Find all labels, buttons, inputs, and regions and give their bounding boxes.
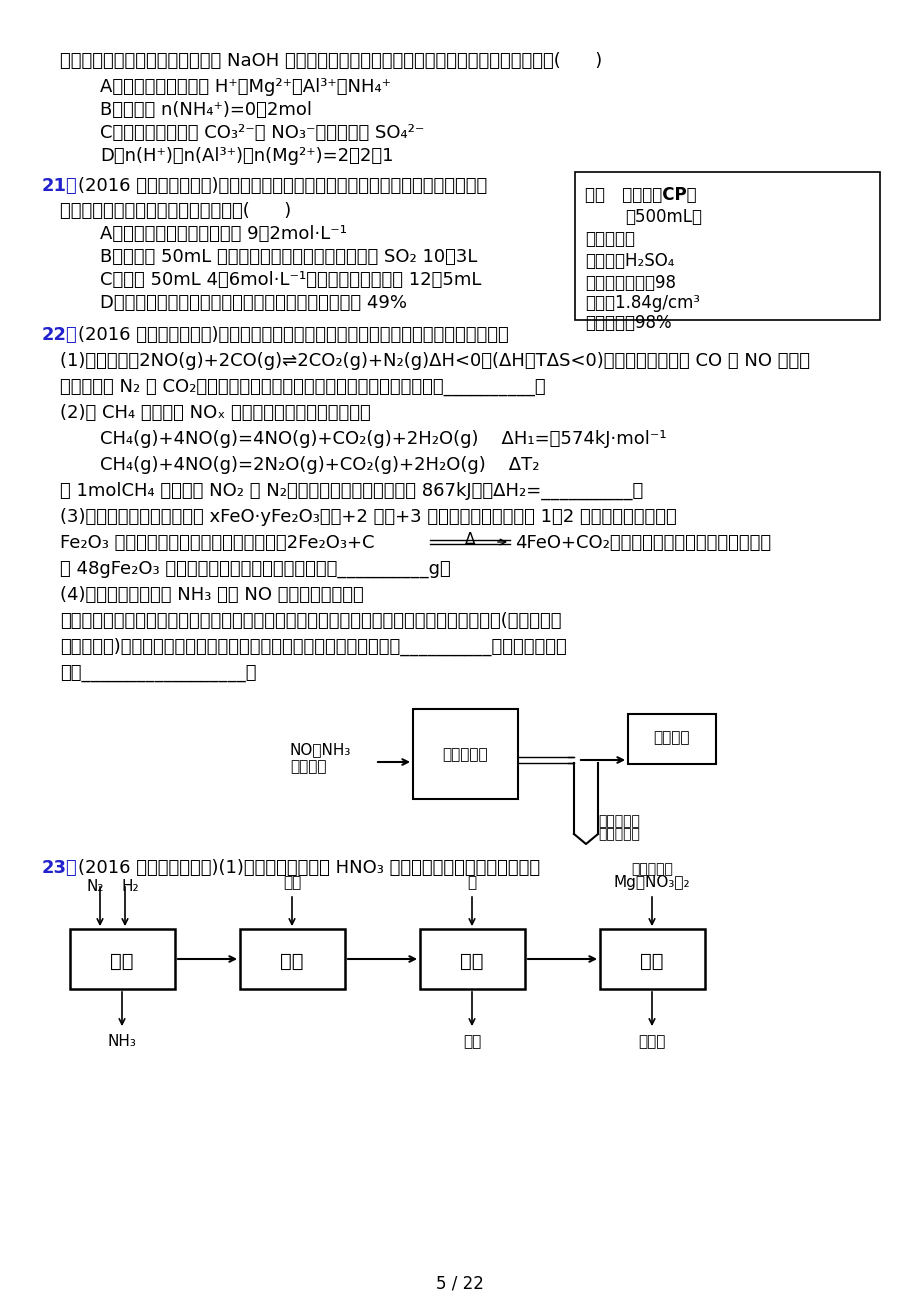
Text: 质量分数：98%: 质量分数：98% — [584, 314, 671, 332]
Text: 浓度均相同)。为比较不同催化剂的催化性能，需要测量并记录的数据是__________；尾气处理方法: 浓度均相同)。为比较不同催化剂的催化性能，需要测量并记录的数据是________… — [60, 638, 566, 656]
Text: 21．: 21． — [42, 177, 78, 195]
Text: NO，NH₃: NO，NH₃ — [289, 742, 351, 756]
Text: 蒸馏: 蒸馏 — [640, 952, 663, 970]
Text: 吸收: 吸收 — [460, 952, 483, 970]
Text: CH₄(g)+4NO(g)=4NO(g)+CO₂(g)+2H₂O(g)    ΔH₁=－574kJ·mol⁻¹: CH₄(g)+4NO(g)=4NO(g)+CO₂(g)+2H₂O(g) ΔH₁=… — [100, 430, 666, 448]
Text: C．溶液中一定不含 CO₃²⁻和 NO₃⁻，可能含有 SO₄²⁻: C．溶液中一定不含 CO₃²⁻和 NO₃⁻，可能含有 SO₄²⁻ — [100, 124, 424, 142]
Text: H₂: H₂ — [121, 879, 139, 894]
Text: 控制实验条件相同，催化反应器中装载不同的催化剂，将催化反应后的混合气体通过试管溶液(溶液体积、: 控制实验条件相同，催化反应器中装载不同的催化剂，将催化反应后的混合气体通过试管溶… — [60, 612, 561, 630]
Text: 化学式：H₂SO₄: 化学式：H₂SO₄ — [584, 253, 674, 270]
Text: 相对分子质量：98: 相对分子质量：98 — [584, 273, 675, 292]
Text: D．该硫酸与等体积的水混合所得溶液的质量分数小于 49%: D．该硫酸与等体积的水混合所得溶液的质量分数小于 49% — [100, 294, 406, 312]
Text: (1)根据反应：2NO(g)+2CO(g)⇌2CO₂(g)+N₂(g)ΔH<0，(ΔH－TΔS<0)因此汽车尾气中的 CO 和 NO 会自发: (1)根据反应：2NO(g)+2CO(g)⇌2CO₂(g)+N₂(g)ΔH<0，… — [60, 352, 809, 370]
Text: (2)用 CH₄ 催化还原 NOₓ 也可以消除氮氧化物的污染。: (2)用 CH₄ 催化还原 NOₓ 也可以消除氮氧化物的污染。 — [60, 404, 370, 422]
Text: (4)探究不同催化剂对 NH₃ 还原 NO 反应的催化性能。: (4)探究不同催化剂对 NH₃ 还原 NO 反应的催化性能。 — [60, 586, 363, 604]
Text: (2016 届山东淄博一中)(1)工业合成氨与制备 HNO₃ 一般可连续生产，其流程如下：: (2016 届山东淄博一中)(1)工业合成氨与制备 HNO₃ 一般可连续生产，其… — [78, 859, 539, 878]
Text: 混合气体: 混合气体 — [289, 759, 326, 773]
Text: 尾气: 尾气 — [462, 1034, 481, 1049]
Text: 地生成无毒 N₂ 和 CO₂，但实际上有毒气体仍大量逸散到空气中，原因是：__________。: 地生成无毒 N₂ 和 CO₂，但实际上有毒气体仍大量逸散到空气中，原因是：___… — [60, 378, 545, 396]
Text: 白色沉淀，且产生的沉淀量与加入 NaOH 的物质的量之间的关系如图所示。则下列说法不正确的是(      ): 白色沉淀，且产生的沉淀量与加入 NaOH 的物质的量之间的关系如图所示。则下列说… — [60, 52, 602, 70]
Text: B．溶液中 n(NH₄⁺)=0．2mol: B．溶液中 n(NH₄⁺)=0．2mol — [100, 102, 312, 118]
Bar — [599, 930, 704, 990]
Text: 密度：1.84g/cm³: 密度：1.84g/cm³ — [584, 294, 699, 312]
Text: 品名：硫酸: 品名：硫酸 — [584, 230, 634, 247]
Bar — [574, 172, 879, 320]
Text: 23．: 23． — [42, 859, 78, 878]
Text: CH₄(g)+4NO(g)=2N₂O(g)+CO₂(g)+2H₂O(g)    ΔT₂: CH₄(g)+4NO(g)=2N₂O(g)+CO₂(g)+2H₂O(g) ΔT₂ — [100, 456, 539, 474]
Text: A．溶液中的阳离子有 H⁺、Mg²⁺、Al³⁺、NH₄⁺: A．溶液中的阳离子有 H⁺、Mg²⁺、Al³⁺、NH₄⁺ — [100, 78, 391, 96]
Text: 溶有酚酞的: 溶有酚酞的 — [597, 814, 640, 828]
Bar — [413, 710, 517, 799]
Text: 尾气处理: 尾气处理 — [653, 730, 689, 745]
Bar — [628, 713, 715, 764]
Text: A．该试剂的物质的量浓度为 9．2mol·L⁻¹: A．该试剂的物质的量浓度为 9．2mol·L⁻¹ — [100, 225, 346, 243]
Text: D．n(H⁺)：n(Al³⁺)：n(Mg²⁺)=2：2：1: D．n(H⁺)：n(Al³⁺)：n(Mg²⁺)=2：2：1 — [100, 147, 393, 165]
Text: 氧化: 氧化 — [280, 952, 303, 970]
Text: N₂: N₂ — [86, 879, 104, 894]
Text: 上的部分内容。据此下列说法正确的是(      ): 上的部分内容。据此下列说法正确的是( ) — [60, 202, 291, 220]
Text: （500mL）: （500mL） — [624, 208, 701, 227]
Text: C．配制 50mL 4．6mol·L⁻¹的稀硫酸需取该硫酸 12．5mL: C．配制 50mL 4．6mol·L⁻¹的稀硫酸需取该硫酸 12．5mL — [100, 271, 481, 289]
Text: (2016 届山东威海乳山)对固体表面的化学过程的研究，有助于理解各种不同的过程。: (2016 届山东威海乳山)对固体表面的化学过程的研究，有助于理解各种不同的过程… — [78, 326, 508, 344]
Text: 浓硝酸: 浓硝酸 — [638, 1034, 665, 1049]
Text: 水: 水 — [467, 875, 476, 891]
Bar — [70, 930, 175, 990]
Text: 4FeO+CO₂。为制得这种活性最高的催化剂，: 4FeO+CO₂。为制得这种活性最高的催化剂， — [515, 534, 770, 552]
Text: NH₃: NH₃ — [108, 1034, 136, 1049]
Text: 若 1molCH₄ 催化还原 NO₂ 至 N₂，整个过程中放出的热量为 867kJ，则ΔH₂=__________。: 若 1molCH₄ 催化还原 NO₂ 至 N₂，整个过程中放出的热量为 867k… — [60, 482, 642, 500]
Text: Mg（NO₃）₂: Mg（NO₃）₂ — [613, 875, 689, 891]
Text: (2016 届山东济南一中)如图是某学校实验室从化学试剂商店买回的硫酸试剂标签: (2016 届山东济南一中)如图是某学校实验室从化学试剂商店买回的硫酸试剂标签 — [78, 177, 487, 195]
Text: 催化反应器: 催化反应器 — [442, 747, 487, 762]
Text: 22．: 22． — [42, 326, 78, 344]
Text: 5 / 22: 5 / 22 — [436, 1275, 483, 1293]
Text: Δ: Δ — [464, 533, 475, 547]
Text: （吸水剂）: （吸水剂） — [630, 862, 672, 876]
Text: (3)合成氨铁触媒主要成分是 xFeO·yFe₂O₃，当+2 价与+3 价铁的物质的量之比为 1：2 时催化活性最高，以: (3)合成氨铁触媒主要成分是 xFeO·yFe₂O₃，当+2 价与+3 价铁的物… — [60, 508, 676, 526]
Bar — [240, 930, 345, 990]
Text: 向 48gFe₂O₃ 粉末中加入恰好反应的炭粉的质量为__________g。: 向 48gFe₂O₃ 粉末中加入恰好反应的炭粉的质量为__________g。 — [60, 560, 450, 578]
Bar — [420, 930, 525, 990]
Text: 硫酸   化学纯（CP）: 硫酸 化学纯（CP） — [584, 186, 696, 204]
Text: B．该硫酸 50mL 与足量的铜反应可得到标准状况下 SO₂ 10．3L: B．该硫酸 50mL 与足量的铜反应可得到标准状况下 SO₂ 10．3L — [100, 247, 477, 266]
Text: Fe₂O₃ 为原料制备上述催化剂，发生反应：2Fe₂O₃+C: Fe₂O₃ 为原料制备上述催化剂，发生反应：2Fe₂O₃+C — [60, 534, 374, 552]
Text: 合成: 合成 — [110, 952, 133, 970]
Text: 空气: 空气 — [282, 875, 301, 891]
Text: 稀硫酸溶液: 稀硫酸溶液 — [597, 827, 640, 841]
Text: 是：__________________。: 是：__________________。 — [60, 664, 256, 682]
